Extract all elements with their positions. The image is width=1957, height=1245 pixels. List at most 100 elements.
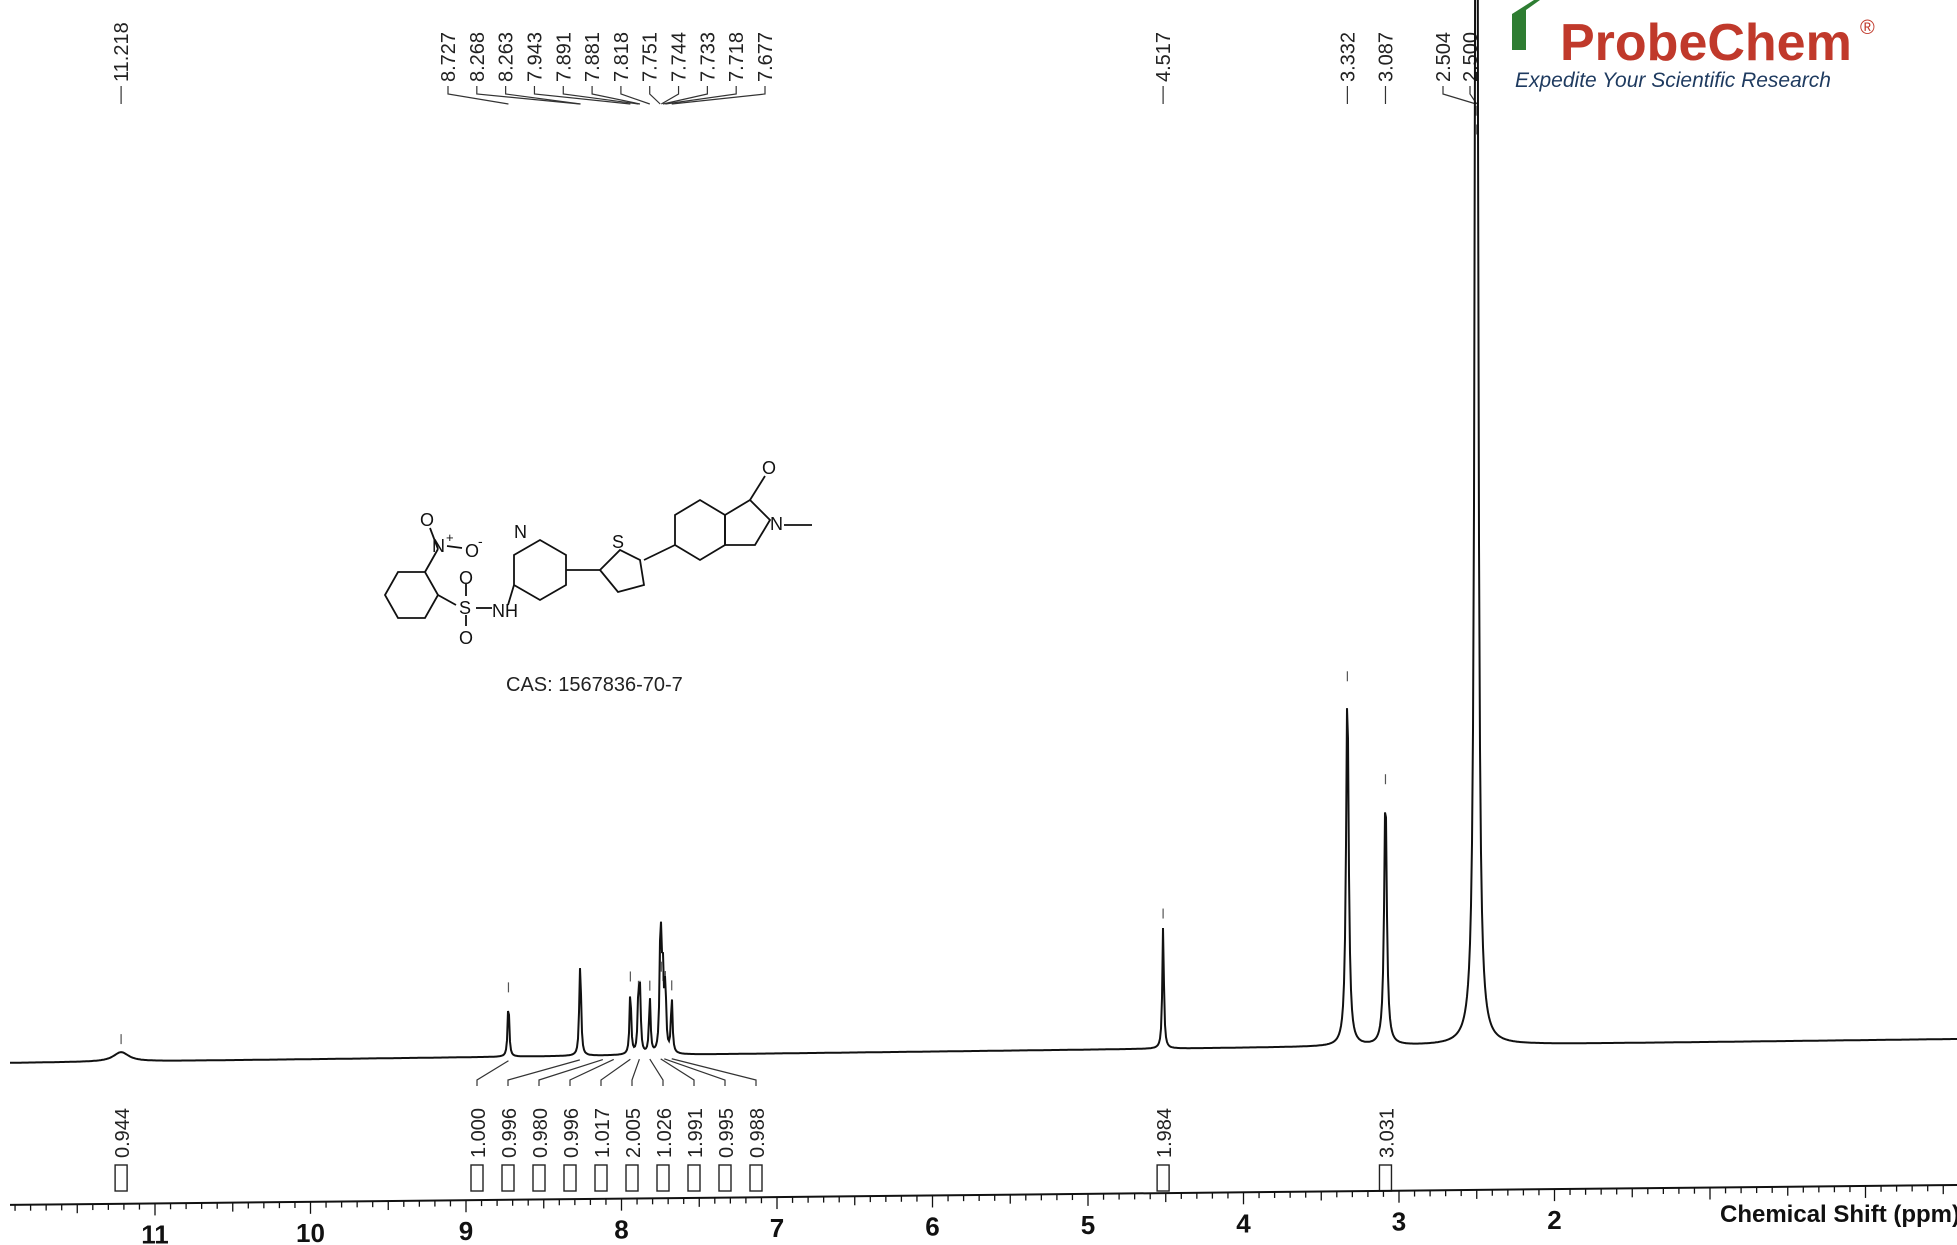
atom-o-sulfonyl-top: O [459,568,473,588]
peak-connector [447,86,509,105]
spectrum-line [10,0,1957,1064]
bond-nitro-o [429,527,439,550]
peak-label-7.744: 7.744 [669,32,691,82]
peak-label-8.268: 8.268 [467,32,489,82]
x-tick-label-11: 11 [141,1219,169,1245]
bond-ring-s [437,594,457,606]
x-axis: 11 10 9 8 7 6 5 4 3 2 [9,1184,1957,1245]
integral-bracket [594,1164,608,1192]
logo-house-icon [1512,0,1540,50]
integral-value-0.996: 0.996 [561,1108,583,1158]
peak-label-7.943: 7.943 [524,32,546,82]
integral-connector [600,1058,631,1086]
spectrum-trace [10,0,1957,1064]
bond-nh-pyridine [507,584,515,606]
logo-tagline: Expedite Your Scientific Research [1515,69,1831,92]
integral-value-1.017: 1.017 [592,1108,614,1158]
peak-label-8.727: 8.727 [438,32,460,82]
integral-value-1.991: 1.991 [685,1108,707,1158]
peak-connector [591,86,641,105]
peak-connector [662,86,708,105]
integral-bracket [625,1164,639,1192]
peak-connector [533,86,631,105]
integral-value-0.996: 0.996 [499,1108,521,1158]
integral-bracket [687,1164,701,1192]
integral-value-2.005: 2.005 [623,1108,645,1158]
x-tick-label-8: 8 [614,1215,628,1245]
atom-o-carbonyl: O [762,458,776,478]
integral-bracket [114,1164,128,1192]
x-tick-label-6: 6 [925,1211,939,1241]
benzene-ring [383,571,440,619]
probechem-logo: ProbeChem ® Expedite Your Scientific Res… [1512,0,1875,92]
integral-connector [569,1058,614,1086]
atom-n-nitro: N [432,536,445,556]
peak-label-7.677: 7.677 [755,32,777,82]
peak-label-7.881: 7.881 [582,32,604,82]
atom-o-minus: O [465,541,479,561]
integral-bracket [749,1164,763,1192]
atom-s-thiophene: S [612,532,624,552]
integral-bracket [563,1164,577,1192]
integral-value-0.980: 0.980 [530,1108,552,1158]
integral-connector [538,1059,604,1086]
peak-label-2.500: 2.500 [1460,32,1482,82]
integral-connector [664,1058,726,1086]
peak-label-7.818: 7.818 [611,32,633,82]
peak-connector [505,86,581,105]
integral-bracket [501,1164,515,1192]
thiophene-ring [598,548,646,594]
peak-connector [1442,86,1477,105]
peak-connector [665,86,737,105]
logo-registered-mark: ® [1860,17,1875,39]
integral-bracket [1378,1164,1393,1192]
x-tick-label-4: 4 [1236,1208,1251,1238]
peak-label-4.517: 4.517 [1153,32,1175,82]
atom-o-sulfonyl-bottom: O [459,628,473,648]
atom-n-pyridine: N [514,522,527,542]
atom-n-lactam: N [770,514,783,534]
peak-label-7.733: 7.733 [697,32,719,82]
integral-value-1.026: 1.026 [654,1108,676,1158]
integrals: 0.944 1.000 0.996 0.980 0.996 1.017 2.005 1.026… [112,1058,1398,1192]
peak-label-8.263: 8.263 [496,32,518,82]
peak-label-7.718: 7.718 [726,32,748,82]
integral-connector [507,1059,580,1086]
x-axis-title: Chemical Shift (ppm) [1720,1201,1957,1228]
integral-value-0.995: 0.995 [716,1108,738,1158]
peak-connector [671,86,766,105]
pyridine-ring [513,538,567,602]
peak-connector [661,86,680,105]
logo-brand-text: ProbeChem [1560,14,1852,72]
peak-label-7.891: 7.891 [553,32,575,82]
integral-connector [631,1058,640,1086]
x-tick-label-5: 5 [1081,1210,1095,1240]
integral-value-0.944: 0.944 [112,1108,134,1158]
peak-labels: 11.218 8.727 8.268 8.263 7.943 7.891 7.881 7.81… [111,22,1482,1045]
x-tick-label-10: 10 [296,1218,325,1245]
peak-connector [562,86,639,105]
x-tick-label-2: 2 [1547,1205,1561,1235]
peak-label-3.087: 3.087 [1375,32,1397,82]
integral-value-0.988: 0.988 [747,1108,769,1158]
integral-value-1.984: 1.984 [1154,1108,1176,1158]
integral-connector [660,1058,695,1086]
integral-connector [649,1058,664,1086]
integral-bracket [718,1164,732,1192]
peak-label-2.504: 2.504 [1433,32,1455,82]
atom-n-charge: + [446,530,454,545]
x-tick-label-7: 7 [770,1213,784,1243]
bond-thiophene-isoindolinone [643,544,676,561]
isoindolinone-benzene [674,498,726,562]
molecule-structure [383,475,812,626]
peak-label-3.332: 3.332 [1337,32,1359,82]
atom-o-nitro: O [420,510,434,530]
integral-connector [476,1060,509,1086]
atom-o-charge: - [478,533,483,549]
peak-label-7.751: 7.751 [640,32,662,82]
integral-bracket [1156,1164,1170,1192]
peak-connector [620,86,650,105]
integral-bracket [656,1164,670,1192]
bond-carbonyl [749,475,766,501]
